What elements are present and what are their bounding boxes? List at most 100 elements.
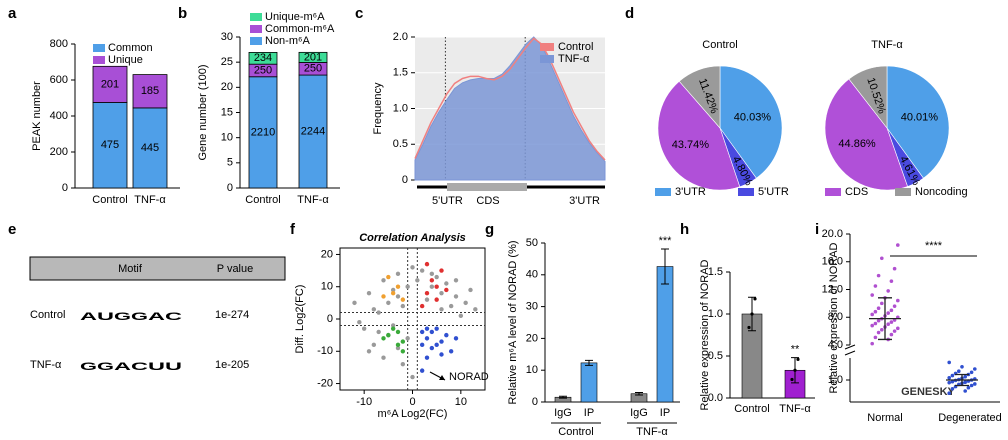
error-bar xyxy=(585,359,593,366)
y-tick-label: 200 xyxy=(50,146,68,158)
legend-label: TNF-α xyxy=(558,53,590,65)
y-tick-label: 10 xyxy=(321,281,333,293)
point xyxy=(419,303,425,309)
point xyxy=(439,290,444,296)
x-tick-label: Normal xyxy=(867,412,902,424)
x-tick-label: Control xyxy=(734,403,769,415)
x-tick-label: Control xyxy=(92,194,127,206)
panel-letter: b xyxy=(178,5,187,22)
point xyxy=(400,349,406,354)
y-tick-label: 20 xyxy=(221,81,233,93)
point xyxy=(361,326,367,331)
point xyxy=(448,303,454,309)
legend-label: Noncoding xyxy=(915,186,968,198)
point xyxy=(366,349,372,354)
bar-segment xyxy=(248,52,278,65)
y-tick-label: 0 xyxy=(327,313,333,325)
y-tick-label: 25 xyxy=(221,56,233,68)
panel-letter: g xyxy=(485,221,494,238)
significance: *** xyxy=(659,235,673,247)
point xyxy=(750,312,754,316)
point xyxy=(892,304,897,308)
point xyxy=(429,329,435,335)
point xyxy=(458,313,464,318)
point xyxy=(390,290,396,296)
point xyxy=(876,306,881,311)
point xyxy=(963,374,967,379)
motif-letter: G xyxy=(97,361,114,373)
point xyxy=(376,329,381,335)
point xyxy=(410,374,415,380)
motif-letter: A xyxy=(148,311,165,323)
x-tick-label: TNF-α xyxy=(779,403,811,415)
point xyxy=(870,341,874,346)
pie-slice xyxy=(657,80,741,191)
point xyxy=(876,318,881,323)
point xyxy=(424,297,430,302)
point xyxy=(381,336,386,341)
point xyxy=(371,342,377,348)
point xyxy=(439,307,444,312)
y-axis-label: PEAK number xyxy=(31,81,43,151)
point xyxy=(439,339,444,344)
point xyxy=(419,368,425,373)
point xyxy=(424,261,430,267)
point xyxy=(796,357,800,361)
error-bar xyxy=(635,391,643,396)
y-tick-label: 40 xyxy=(526,269,538,281)
motif-letter: U xyxy=(165,361,182,373)
x-tick-label: Control xyxy=(245,194,280,206)
legend-label: Unique xyxy=(108,54,143,66)
legend-swatch xyxy=(540,55,554,63)
point xyxy=(357,320,362,325)
point xyxy=(453,278,459,283)
point xyxy=(957,369,961,374)
y-tick-label: 20 xyxy=(321,248,333,260)
point xyxy=(405,284,410,289)
bar xyxy=(656,266,674,403)
y-tick-label: 1.0 xyxy=(393,102,408,114)
point xyxy=(434,284,439,289)
point xyxy=(434,274,439,280)
point xyxy=(395,345,401,351)
error-bar xyxy=(559,395,567,399)
panel-letter: c xyxy=(355,5,363,22)
area xyxy=(414,36,606,181)
legend-swatch xyxy=(895,188,911,196)
line xyxy=(414,37,606,161)
point xyxy=(400,297,406,302)
point xyxy=(886,311,890,315)
point xyxy=(886,289,890,293)
point xyxy=(371,307,377,312)
point xyxy=(381,278,386,283)
point xyxy=(453,336,459,341)
point xyxy=(896,326,900,331)
point xyxy=(950,373,955,378)
region-label: CDS xyxy=(476,195,499,207)
error-bar xyxy=(661,248,669,285)
point xyxy=(463,300,468,306)
pie-slice xyxy=(824,78,908,191)
point xyxy=(947,380,951,385)
point xyxy=(947,391,951,396)
y-tick-label: 1.5 xyxy=(708,266,723,278)
x-tick-label: IgG xyxy=(554,407,572,419)
point xyxy=(395,329,401,335)
y-tick-label: 1.0 xyxy=(708,308,723,320)
point xyxy=(876,330,881,335)
legend-label: 3'UTR xyxy=(675,186,706,198)
point xyxy=(419,268,425,273)
legend-label: Common-m⁶A xyxy=(265,23,335,35)
point xyxy=(381,294,386,299)
point xyxy=(439,268,444,273)
point xyxy=(889,332,894,337)
point xyxy=(969,383,974,388)
panel-letter: f xyxy=(290,221,296,238)
panel-letter: i xyxy=(815,221,819,238)
point xyxy=(415,278,420,283)
point xyxy=(950,379,955,384)
point xyxy=(960,365,964,369)
bar-segment xyxy=(298,51,328,63)
point xyxy=(747,325,751,330)
